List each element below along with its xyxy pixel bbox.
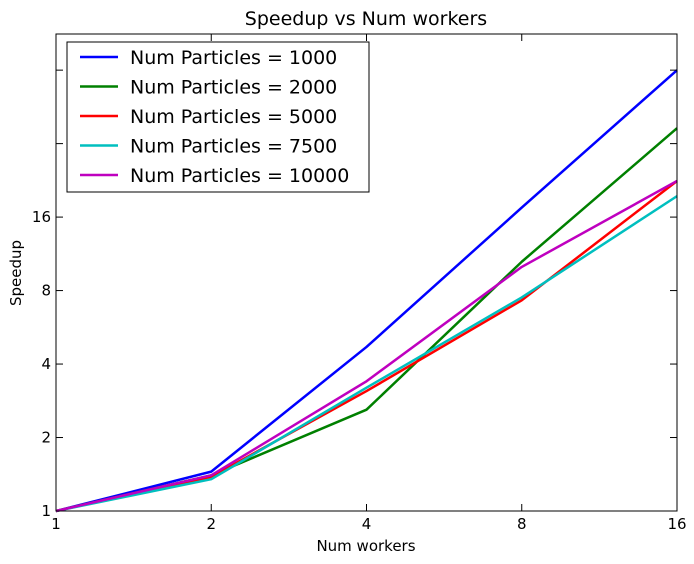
legend-entry-1: Num Particles = 1000: [130, 47, 337, 69]
y-axis-ticks: 1 2 4 8 16: [32, 69, 677, 520]
series-line-5: [55, 179, 678, 513]
legend-entry-5: Num Particles = 10000: [130, 165, 349, 187]
x-tick-label: 16: [667, 515, 686, 533]
y-tick-label: 16: [32, 208, 51, 226]
x-axis-label: Num workers: [316, 537, 415, 555]
x-tick-label: 1: [51, 515, 61, 533]
series-line-4: [55, 195, 678, 513]
legend-entry-4: Num Particles = 7500: [130, 136, 337, 158]
y-tick-label: 2: [41, 429, 51, 447]
legend-entry-2: Num Particles = 2000: [130, 77, 337, 99]
legend: Num Particles = 1000 Num Particles = 2000…: [66, 41, 370, 193]
chart-title: Speedup vs Num workers: [245, 8, 487, 30]
x-tick-label: 2: [206, 515, 216, 533]
y-tick-label: 1: [41, 502, 51, 520]
series-layer: [55, 69, 678, 513]
y-axis-label: Speedup: [7, 240, 25, 306]
y-tick-label: 4: [41, 355, 51, 373]
x-tick-label: 4: [362, 515, 372, 533]
series-line-1: [55, 69, 678, 513]
x-axis-ticks: 1 2 4 8 16: [51, 34, 687, 533]
x-tick-label: 8: [517, 515, 527, 533]
y-tick-label: 8: [41, 282, 51, 300]
legend-entry-3: Num Particles = 5000: [130, 106, 337, 128]
